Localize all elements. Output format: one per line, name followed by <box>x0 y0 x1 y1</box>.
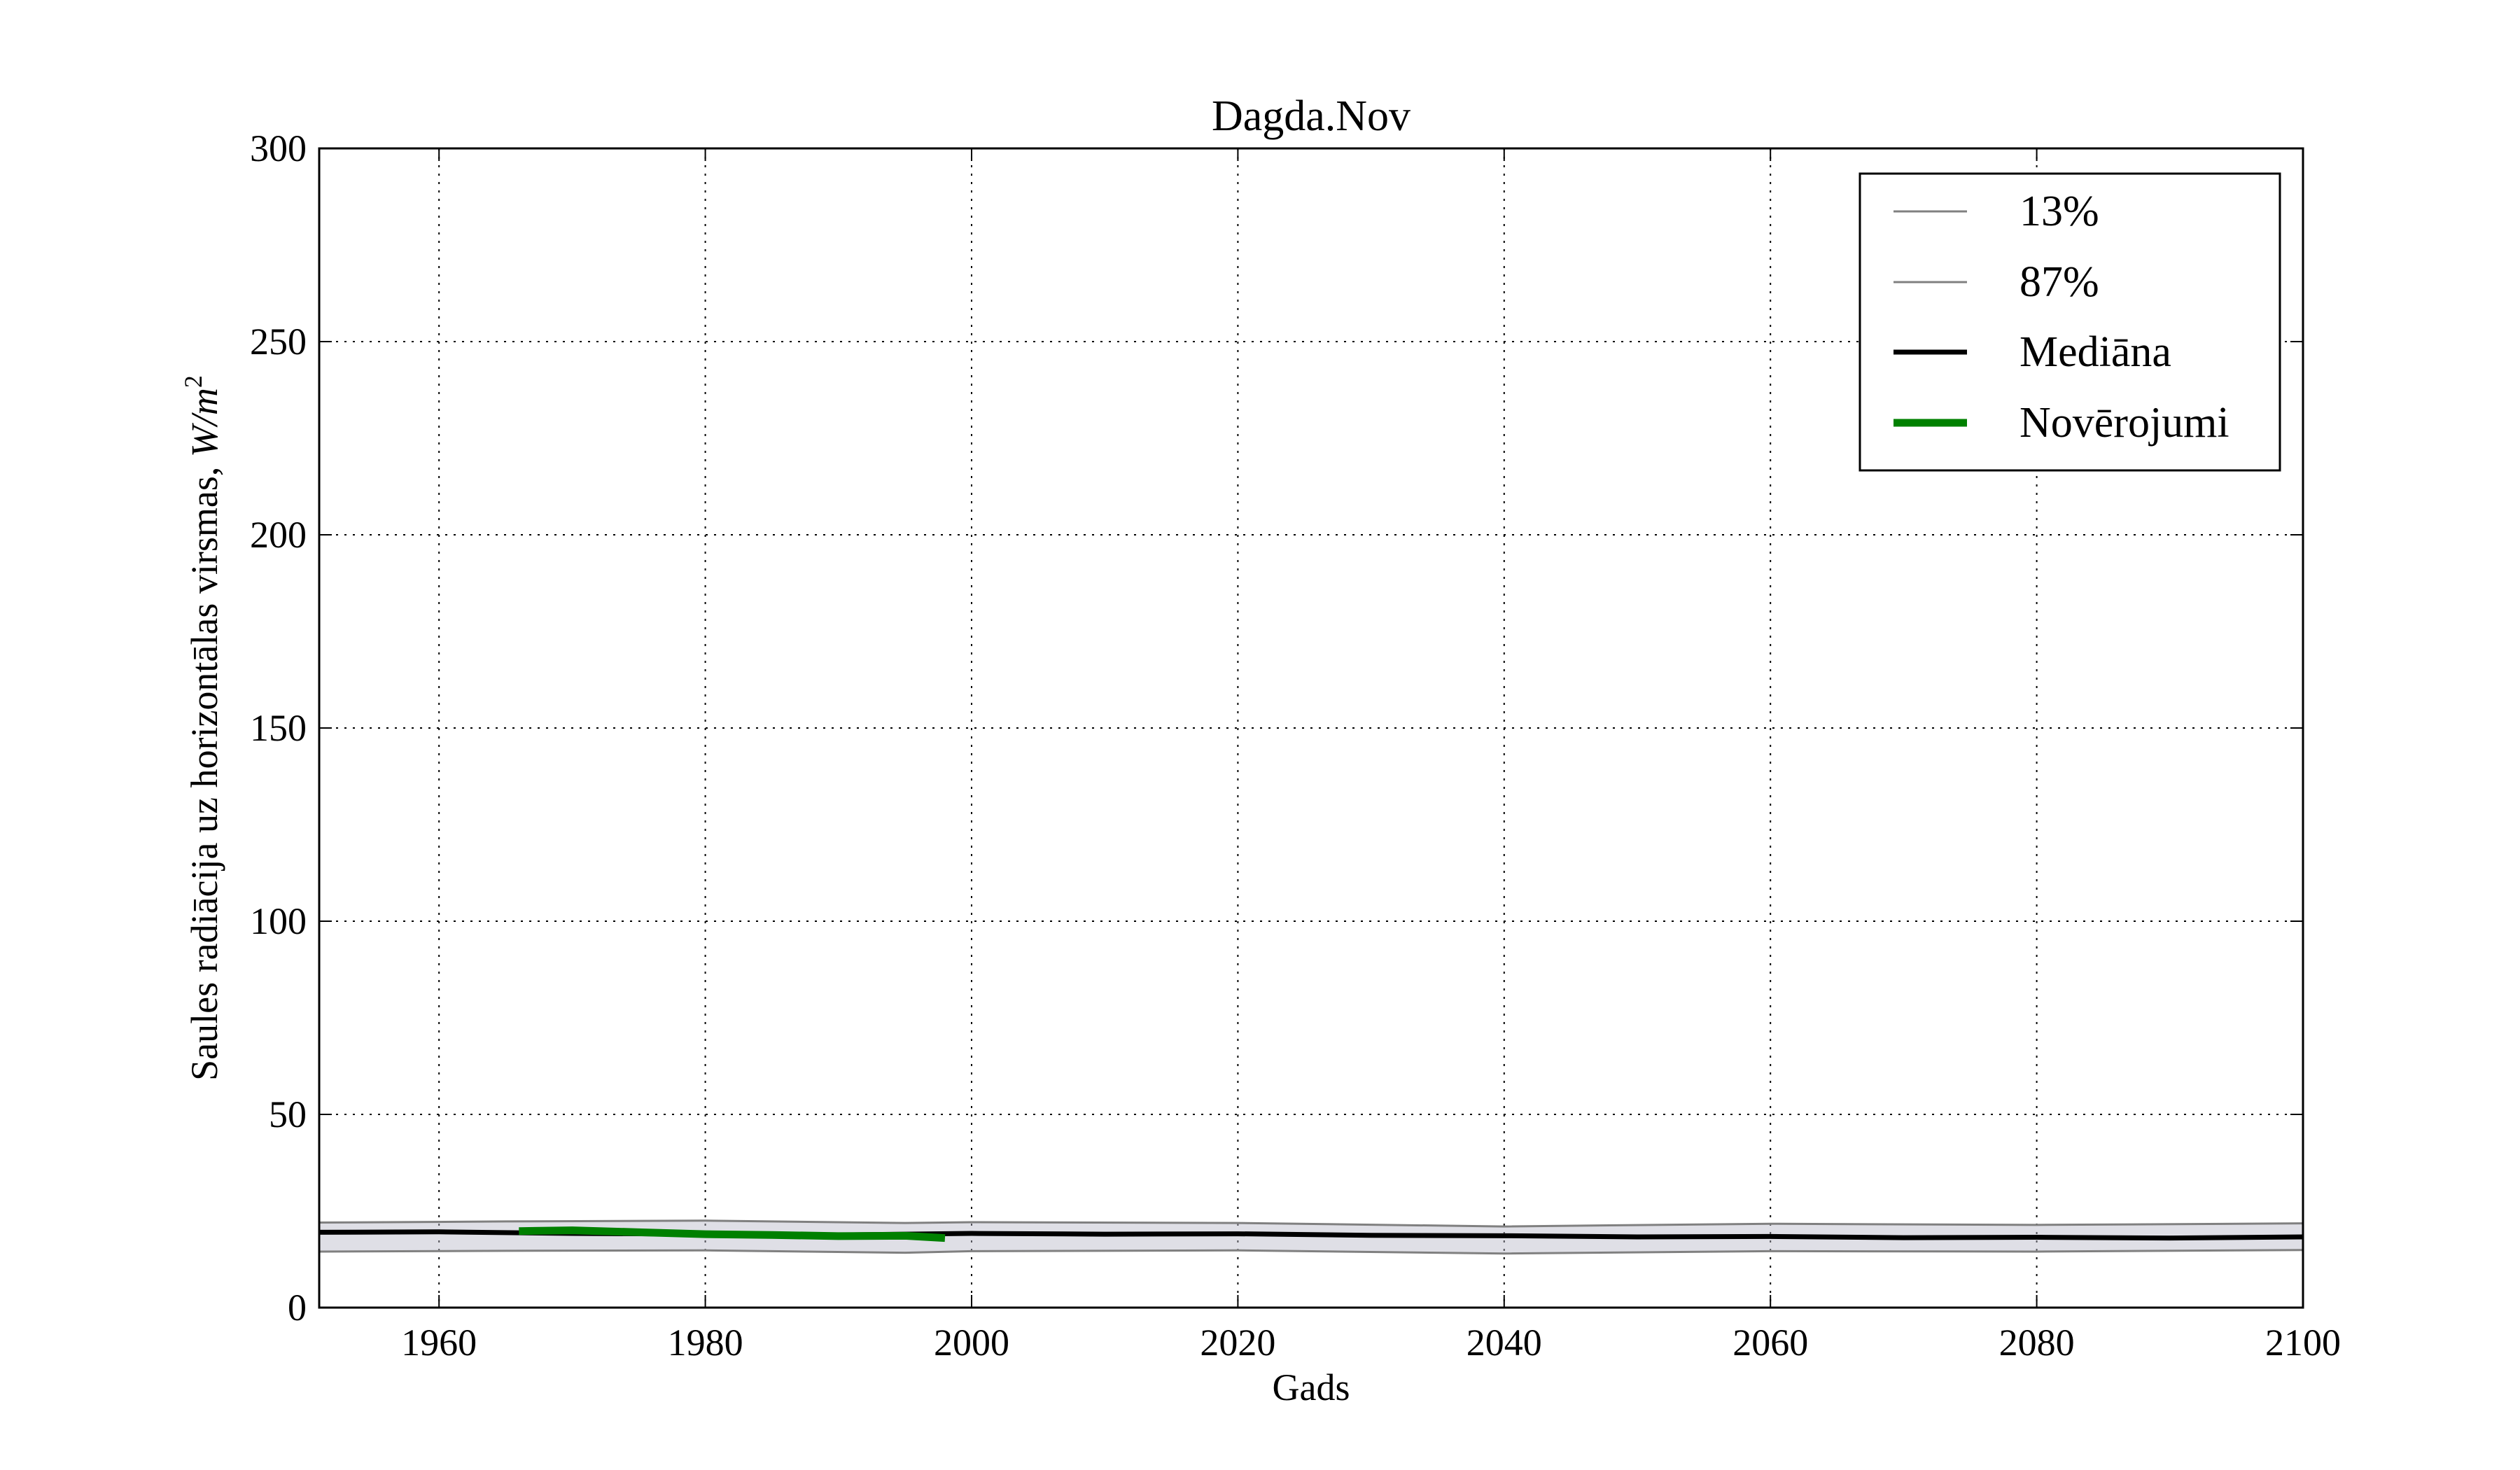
axis-ticks: 1960 1980 2000 2020 2040 2060 2080 2100 0 50 100 15… <box>250 127 2341 1364</box>
grid <box>319 148 2303 1308</box>
y-tick-label-150: 150 <box>250 707 307 749</box>
x-tick-label-2040: 2040 <box>1466 1322 1542 1364</box>
x-tick-label-2000: 2000 <box>934 1322 1009 1364</box>
x-tick-label-2060: 2060 <box>1732 1322 1808 1364</box>
y-axis-label: Saules radiācija uz horizontālas virsmas… <box>179 375 225 1081</box>
x-tick-label-2100: 2100 <box>2265 1322 2341 1364</box>
y-tick-label-0: 0 <box>288 1287 307 1329</box>
legend-label-13pct: 13% <box>2019 188 2099 235</box>
legend: 13% 87% Mediāna Novērojumi <box>1858 172 2281 472</box>
x-axis-label: Gads <box>1273 1366 1350 1408</box>
y-axis-label-exp: 2 <box>179 375 207 388</box>
x-tick-label-2080: 2080 <box>1999 1322 2075 1364</box>
y-tick-label-50: 50 <box>269 1093 307 1135</box>
series-lines <box>318 1219 2304 1255</box>
series-line-novērojumi <box>519 1226 946 1242</box>
legend-label-mediana: Mediāna <box>2019 328 2171 376</box>
chart-title: Dagda.Nov <box>1212 92 1410 140</box>
series-line-87pct <box>318 1219 2304 1228</box>
y-axis-label-main: Saules radiācija uz horizontālas virsmas… <box>183 457 225 1081</box>
x-tick-label-1960: 1960 <box>401 1322 477 1364</box>
y-axis-label-unit: W/m <box>183 388 225 457</box>
series-line-13pct <box>318 1249 2304 1255</box>
y-tick-label-200: 200 <box>250 514 307 556</box>
x-tick-label-2020: 2020 <box>1200 1322 1275 1364</box>
x-tick-label-1980: 1980 <box>668 1322 743 1364</box>
y-tick-label-250: 250 <box>250 321 307 363</box>
legend-label-novērojumi: Novērojumi <box>2019 399 2230 447</box>
legend-label-87pct: 87% <box>2019 258 2099 306</box>
y-tick-label-100: 100 <box>250 900 307 942</box>
y-tick-label-300: 300 <box>250 127 307 169</box>
